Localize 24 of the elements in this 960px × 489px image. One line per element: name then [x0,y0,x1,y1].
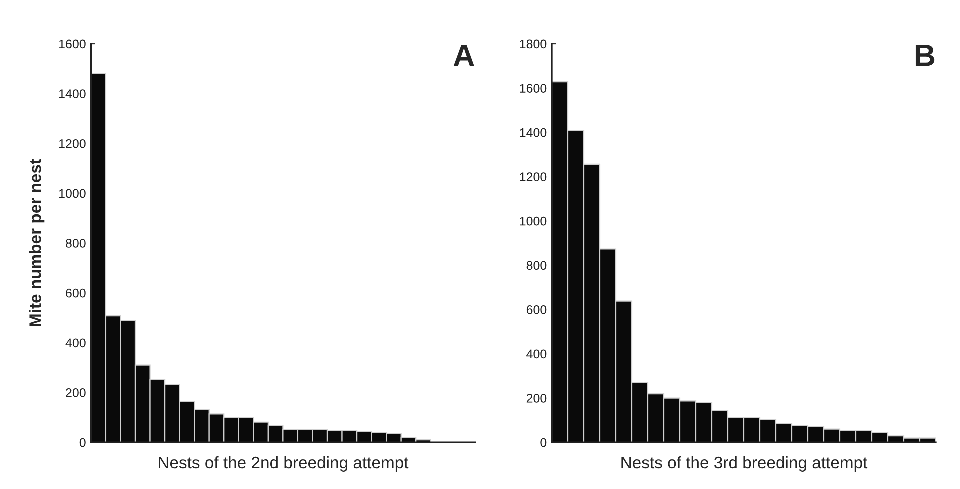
y-tick-label: 1600 [520,84,547,93]
y-tick-label: 600 [526,306,547,314]
chart-title: B [916,45,935,66]
y-tick-label: 800 [526,261,547,270]
x-axis-title: Nests of the 2nd breeding attempt [159,456,409,472]
y-tick-label: 1000 [59,189,86,198]
y-axis-title: Mite number per nest [29,159,45,326]
y-tick-label: 200 [66,388,86,398]
chart-title: A [454,45,474,66]
y-tick-label: 1800 [520,40,547,49]
y-tick-label: 200 [526,394,547,403]
y-tick-label: 1000 [520,216,547,226]
y-tick-label: 0 [80,438,86,448]
y-tick-label: 1400 [59,90,86,98]
y-tick-label: 600 [66,288,86,298]
y-tick-label: 1200 [59,139,86,148]
y-tick-label: 1200 [520,172,547,182]
y-tick-label: 0 [540,438,547,448]
y-tick-label: 1600 [59,40,86,49]
y-tick-label: 400 [526,350,547,359]
y-tick-label: 800 [66,239,86,248]
y-tick-label: 400 [66,338,86,348]
y-tick-label: 1400 [520,128,547,138]
x-axis-title: Nests of the 3rd breeding attempt [622,456,868,472]
